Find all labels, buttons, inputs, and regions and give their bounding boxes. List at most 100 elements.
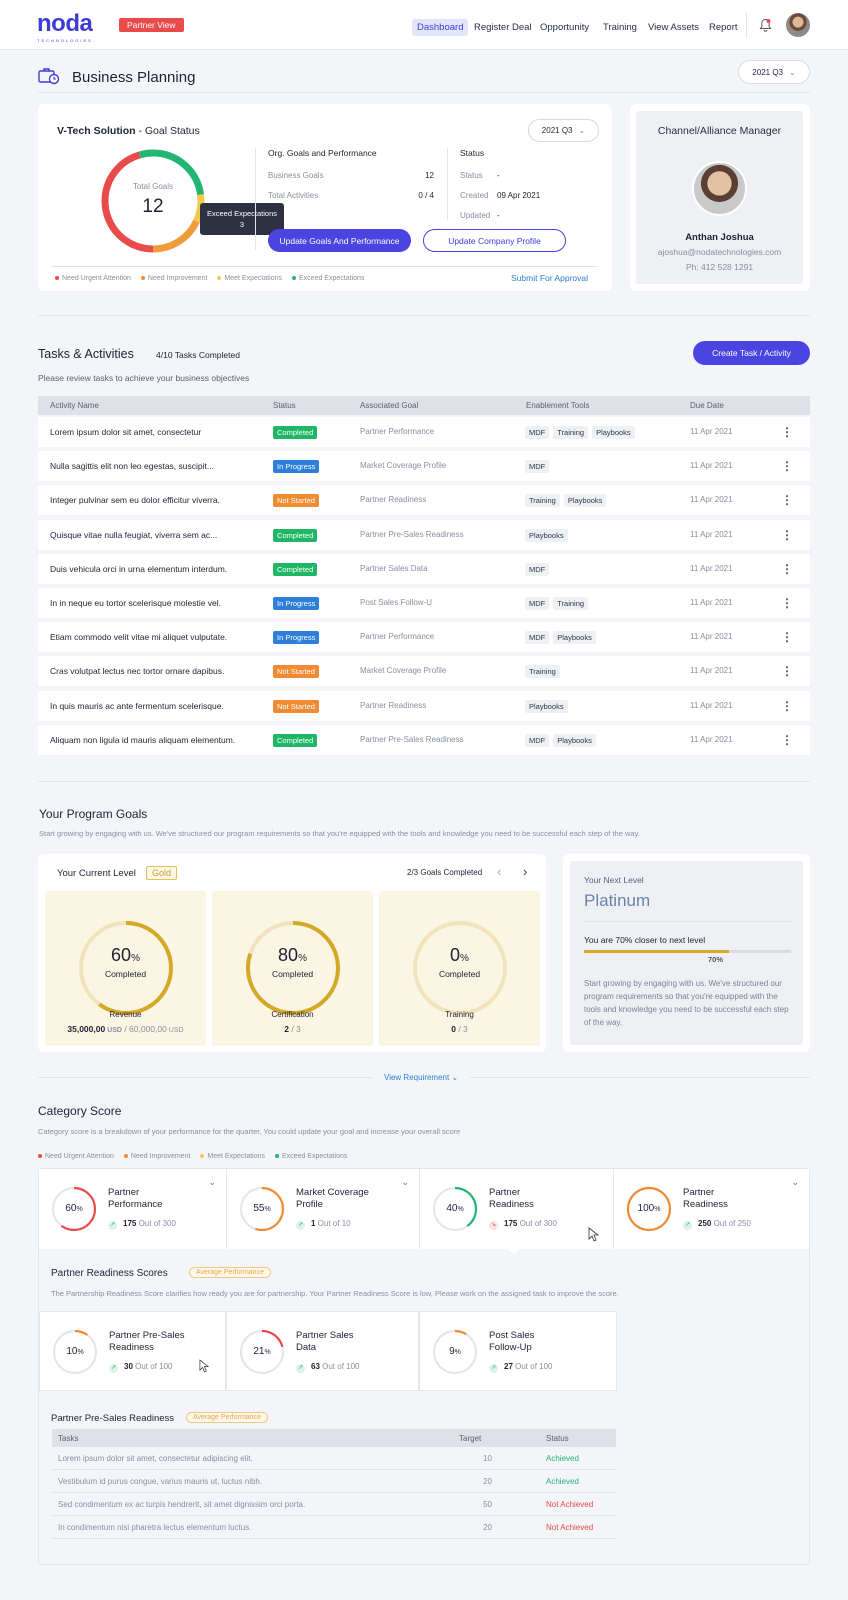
kebab-menu-icon[interactable]: ⋮	[781, 732, 793, 747]
category-cell[interactable]: 40% Partner Readiness ↘ 175 Out of 300	[419, 1169, 613, 1249]
nav-view-assets[interactable]: View Assets	[648, 22, 700, 33]
score-line: ↗ 27 Out of 100	[489, 1362, 553, 1373]
goal-value-strong: 2	[284, 1024, 289, 1034]
manager-avatar	[692, 161, 747, 216]
goal-status-suffix: - Goal Status	[135, 125, 200, 137]
kebab-menu-icon[interactable]: ⋮	[781, 698, 793, 713]
enablement-tools: MDF	[525, 460, 550, 474]
tool-tag: MDF	[525, 562, 550, 576]
category-cell[interactable]: 55% Market Coverage Profile ↗ 1 Out of 10 ⌄	[226, 1169, 419, 1249]
associated-goal: Post Sales Follow-U	[360, 598, 433, 607]
col-target: Target	[459, 1434, 482, 1443]
task-name: Sed condimentum ex ac turpis hendrerit, …	[58, 1500, 306, 1509]
goal-percent: 80%	[212, 945, 373, 966]
score-title: Partner Readiness	[683, 1187, 728, 1210]
associated-goal: Partner Performance	[360, 632, 435, 642]
chevron-left-icon[interactable]: ‹	[497, 864, 502, 879]
tool-tag: MDF	[525, 597, 550, 610]
next-level-panel	[570, 861, 803, 1045]
create-task-button[interactable]: Create Task / Activity	[693, 341, 810, 365]
legend-urgent: Need Urgent Attention	[55, 275, 131, 282]
status-badge: Completed	[273, 562, 318, 576]
subscore-cell[interactable]: 21% Partner Sales Data ↗ 63 Out of 100	[226, 1311, 419, 1391]
task-target: 50	[483, 1500, 492, 1509]
due-date: 11 Apr 2021	[690, 529, 733, 539]
task-target: 20	[483, 1523, 492, 1532]
bell-icon[interactable]	[759, 18, 772, 32]
goal-quarter-select[interactable]: 2021 Q3 ⌄	[528, 119, 599, 142]
kebab-menu-icon[interactable]: ⋮	[781, 459, 793, 474]
tool-tag: Playbooks	[563, 494, 607, 508]
percent-sign: %	[298, 953, 307, 964]
logo-subtext: TECHNOLOGIES	[37, 38, 93, 43]
goals-completed-count: 2/3 Goals Completed	[407, 868, 483, 877]
chevron-right-icon[interactable]: ›	[523, 864, 528, 879]
score-value: 175	[504, 1219, 518, 1228]
category-cell[interactable]: 60% Partner Performance ↗ 175 Out of 300 ⌄	[39, 1169, 226, 1249]
update-profile-button[interactable]: Update Company Profile	[423, 229, 566, 252]
donut-segment[interactable]	[101, 149, 205, 253]
user-avatar[interactable]	[786, 13, 810, 37]
nav-report[interactable]: Report	[709, 22, 738, 33]
update-goals-button[interactable]: Update Goals And Performance	[268, 229, 411, 252]
nav-dashboard[interactable]: Dashboard	[412, 19, 469, 36]
nav-opportunity[interactable]: Opportunity	[540, 22, 590, 33]
table-row[interactable]: Lorem ipsum dolor sit amet, consectetur C…	[38, 417, 810, 447]
submit-approval-link[interactable]: Submit For Approval	[511, 273, 589, 283]
kebab-menu-icon[interactable]: ⋮	[781, 561, 793, 576]
table-row[interactable]: Aliquam non ligula id mauris aliquam ele…	[38, 724, 810, 755]
task-target: 20	[483, 1477, 492, 1486]
nav-register-deal[interactable]: Register Deal	[474, 22, 532, 33]
manager-email[interactable]: ajoshua@nodatechnologies.com	[657, 247, 782, 257]
view-requirement-link[interactable]: View Requirement ⌄	[384, 1073, 459, 1082]
score-out-of: Out of 300	[517, 1219, 557, 1228]
activity-name: In quis mauris ac ante fermentum sceleri…	[50, 700, 224, 711]
tool-tag: MDF	[525, 631, 550, 645]
kebab-menu-icon[interactable]: ⋮	[781, 493, 793, 508]
selected-pointer	[507, 1248, 521, 1255]
goal-unit: USD	[105, 1027, 122, 1034]
score-line: ↗ 1 Out of 10	[296, 1219, 351, 1230]
business-goals-label: Business Goals	[268, 171, 324, 180]
chevron-down-icon[interactable]: ⌄	[791, 1177, 799, 1187]
table-row[interactable]: Etiam commodo velit vitae mi aliquet vul…	[38, 622, 810, 653]
tasks-subtitle: Please review tasks to achieve your busi…	[38, 373, 250, 383]
donut-segment[interactable]	[101, 149, 205, 253]
quarter-select-value: 2021 Q3	[752, 67, 783, 77]
category-score-subtitle: Category score is a breakdown of your pe…	[38, 1127, 461, 1136]
table-row[interactable]: In quis mauris ac ante fermentum sceleri…	[38, 690, 810, 721]
kebab-menu-icon[interactable]: ⋮	[781, 596, 793, 610]
presales-badge: Average Performance	[186, 1412, 268, 1423]
chevron-down-icon[interactable]: ⌄	[208, 1177, 216, 1187]
table-row[interactable]: In in neque eu tortor scelerisque molest…	[38, 588, 810, 618]
percent-sign: %	[264, 1206, 271, 1213]
table-row[interactable]: Quisque vitae nulla feugiat, viverra sem…	[38, 519, 810, 550]
chevron-down-icon: ⌄	[578, 126, 586, 135]
tool-tag: Training	[553, 426, 589, 439]
logo[interactable]: noda TECHNOLOGIES	[37, 10, 93, 43]
donut-segment[interactable]	[101, 149, 205, 253]
subscore-cell[interactable]: 10% Partner Pre-Sales Readiness ↗ 30 Out of…	[39, 1311, 226, 1391]
tool-tag: MDF	[525, 733, 550, 747]
score-out-of: Out of 300	[136, 1219, 176, 1228]
kebab-menu-icon[interactable]: ⋮	[781, 664, 793, 679]
due-date: 11 Apr 2021	[690, 461, 733, 471]
ring-progress	[79, 921, 173, 1015]
status-title: Status	[460, 148, 485, 158]
table-row[interactable]: Nulla sagittis elit non leo egestas, sus…	[38, 451, 810, 482]
kebab-menu-icon[interactable]: ⋮	[781, 630, 793, 645]
score-ring	[432, 1329, 478, 1375]
table-row: Sed condimentum ex ac turpis hendrerit, …	[52, 1493, 616, 1516]
subscore-cell[interactable]: 9% Post Sales Follow-Up ↗ 27 Out of 100	[419, 1311, 617, 1391]
kebab-menu-icon[interactable]: ⋮	[781, 527, 793, 542]
quarter-select[interactable]: 2021 Q3 ⌄	[738, 60, 810, 84]
kebab-menu-icon[interactable]: ⋮	[781, 425, 793, 439]
table-row[interactable]: Integer pulvinar sem eu dolor efficitur …	[38, 485, 810, 516]
ring-progress	[239, 1329, 285, 1375]
table-row[interactable]: Duis vehicula orci in urna elementum int…	[38, 553, 810, 584]
table-row[interactable]: Cras volutpat lectus nec tortor ornare d…	[38, 656, 810, 687]
chevron-down-icon[interactable]: ⌄	[401, 1177, 409, 1187]
next-level-progress-fill	[584, 950, 729, 953]
category-cell[interactable]: 100% Partner Readiness ↗ 250 Out of 250 ⌄	[613, 1169, 809, 1249]
nav-training[interactable]: Training	[603, 22, 637, 33]
